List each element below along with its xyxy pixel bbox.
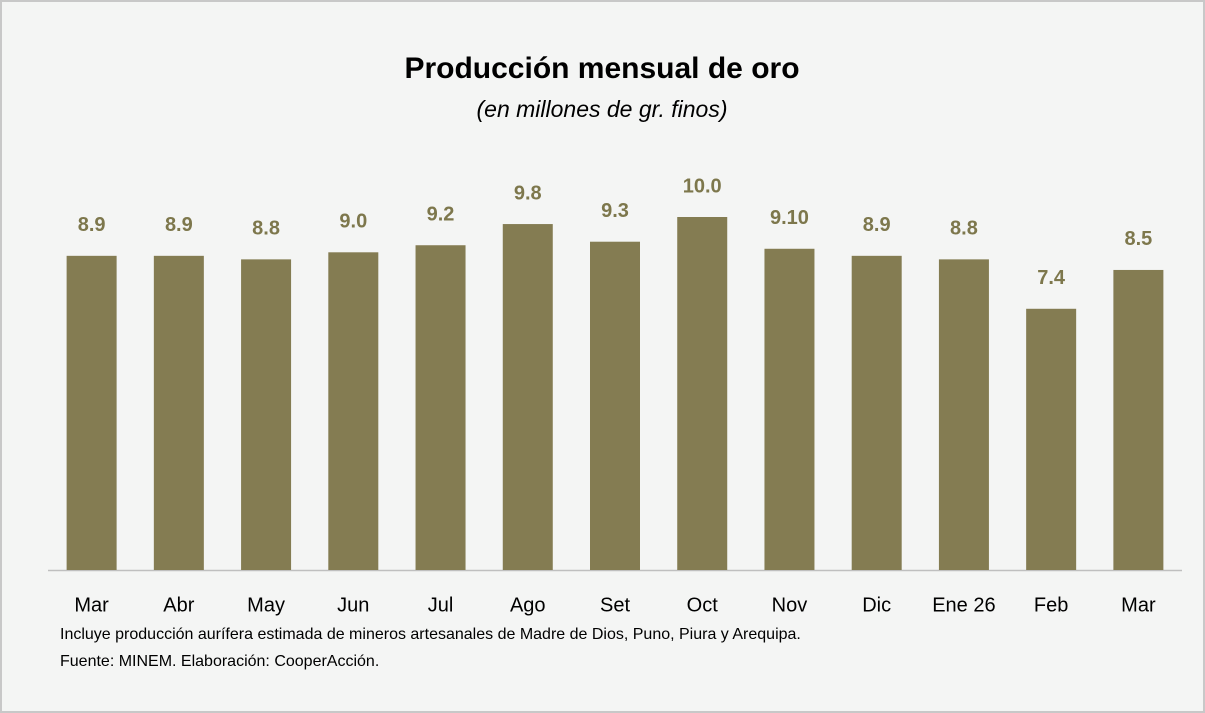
data-label: 7.4 — [1037, 267, 1066, 289]
chart-title: Producción mensual de oro — [404, 52, 799, 85]
bar — [153, 255, 204, 570]
data-label: 8.9 — [78, 214, 106, 236]
bar — [1113, 269, 1164, 570]
footnote: Incluye producción aurífera estimada de … — [60, 626, 801, 643]
data-label: 9.2 — [427, 204, 455, 226]
chart-subtitle: (en millones de gr. finos) — [477, 96, 728, 122]
x-tick-label: Feb — [1034, 594, 1068, 616]
x-tick-label: Mar — [74, 594, 109, 616]
x-tick-label: Set — [600, 594, 630, 616]
data-label: 9.10 — [770, 207, 809, 229]
x-tick-label: May — [247, 594, 285, 616]
bar — [764, 248, 815, 570]
footnote: Fuente: MINEM. Elaboración: CooperAcción… — [60, 653, 379, 670]
x-tick-label: Dic — [862, 594, 891, 616]
x-tick-label: Abr — [163, 594, 194, 616]
bar — [415, 245, 466, 571]
data-label: 9.8 — [514, 182, 542, 204]
bar — [677, 217, 728, 570]
bar — [66, 255, 117, 570]
data-label: 8.8 — [252, 218, 280, 240]
bar — [590, 241, 640, 570]
bar — [328, 252, 379, 571]
bar — [241, 259, 292, 570]
data-label: 9.3 — [601, 200, 629, 222]
x-tick-label: Jul — [428, 594, 454, 616]
data-label: 8.9 — [863, 214, 891, 236]
bar — [851, 255, 902, 570]
data-label: 8.5 — [1124, 228, 1152, 250]
data-label: 8.9 — [165, 214, 193, 236]
data-label: 10.0 — [683, 175, 722, 197]
bar — [502, 224, 553, 570]
x-tick-label: Jun — [337, 594, 369, 616]
data-label: 9.0 — [339, 211, 367, 233]
x-tick-label: Oct — [687, 594, 719, 616]
x-tick-label: Mar — [1121, 594, 1156, 616]
data-label: 8.8 — [950, 218, 978, 240]
x-tick-label: Nov — [772, 594, 808, 616]
bar — [1026, 308, 1077, 570]
bar — [938, 259, 989, 570]
x-tick-label: Ago — [510, 594, 546, 616]
x-tick-label: Ene 26 — [932, 594, 995, 616]
